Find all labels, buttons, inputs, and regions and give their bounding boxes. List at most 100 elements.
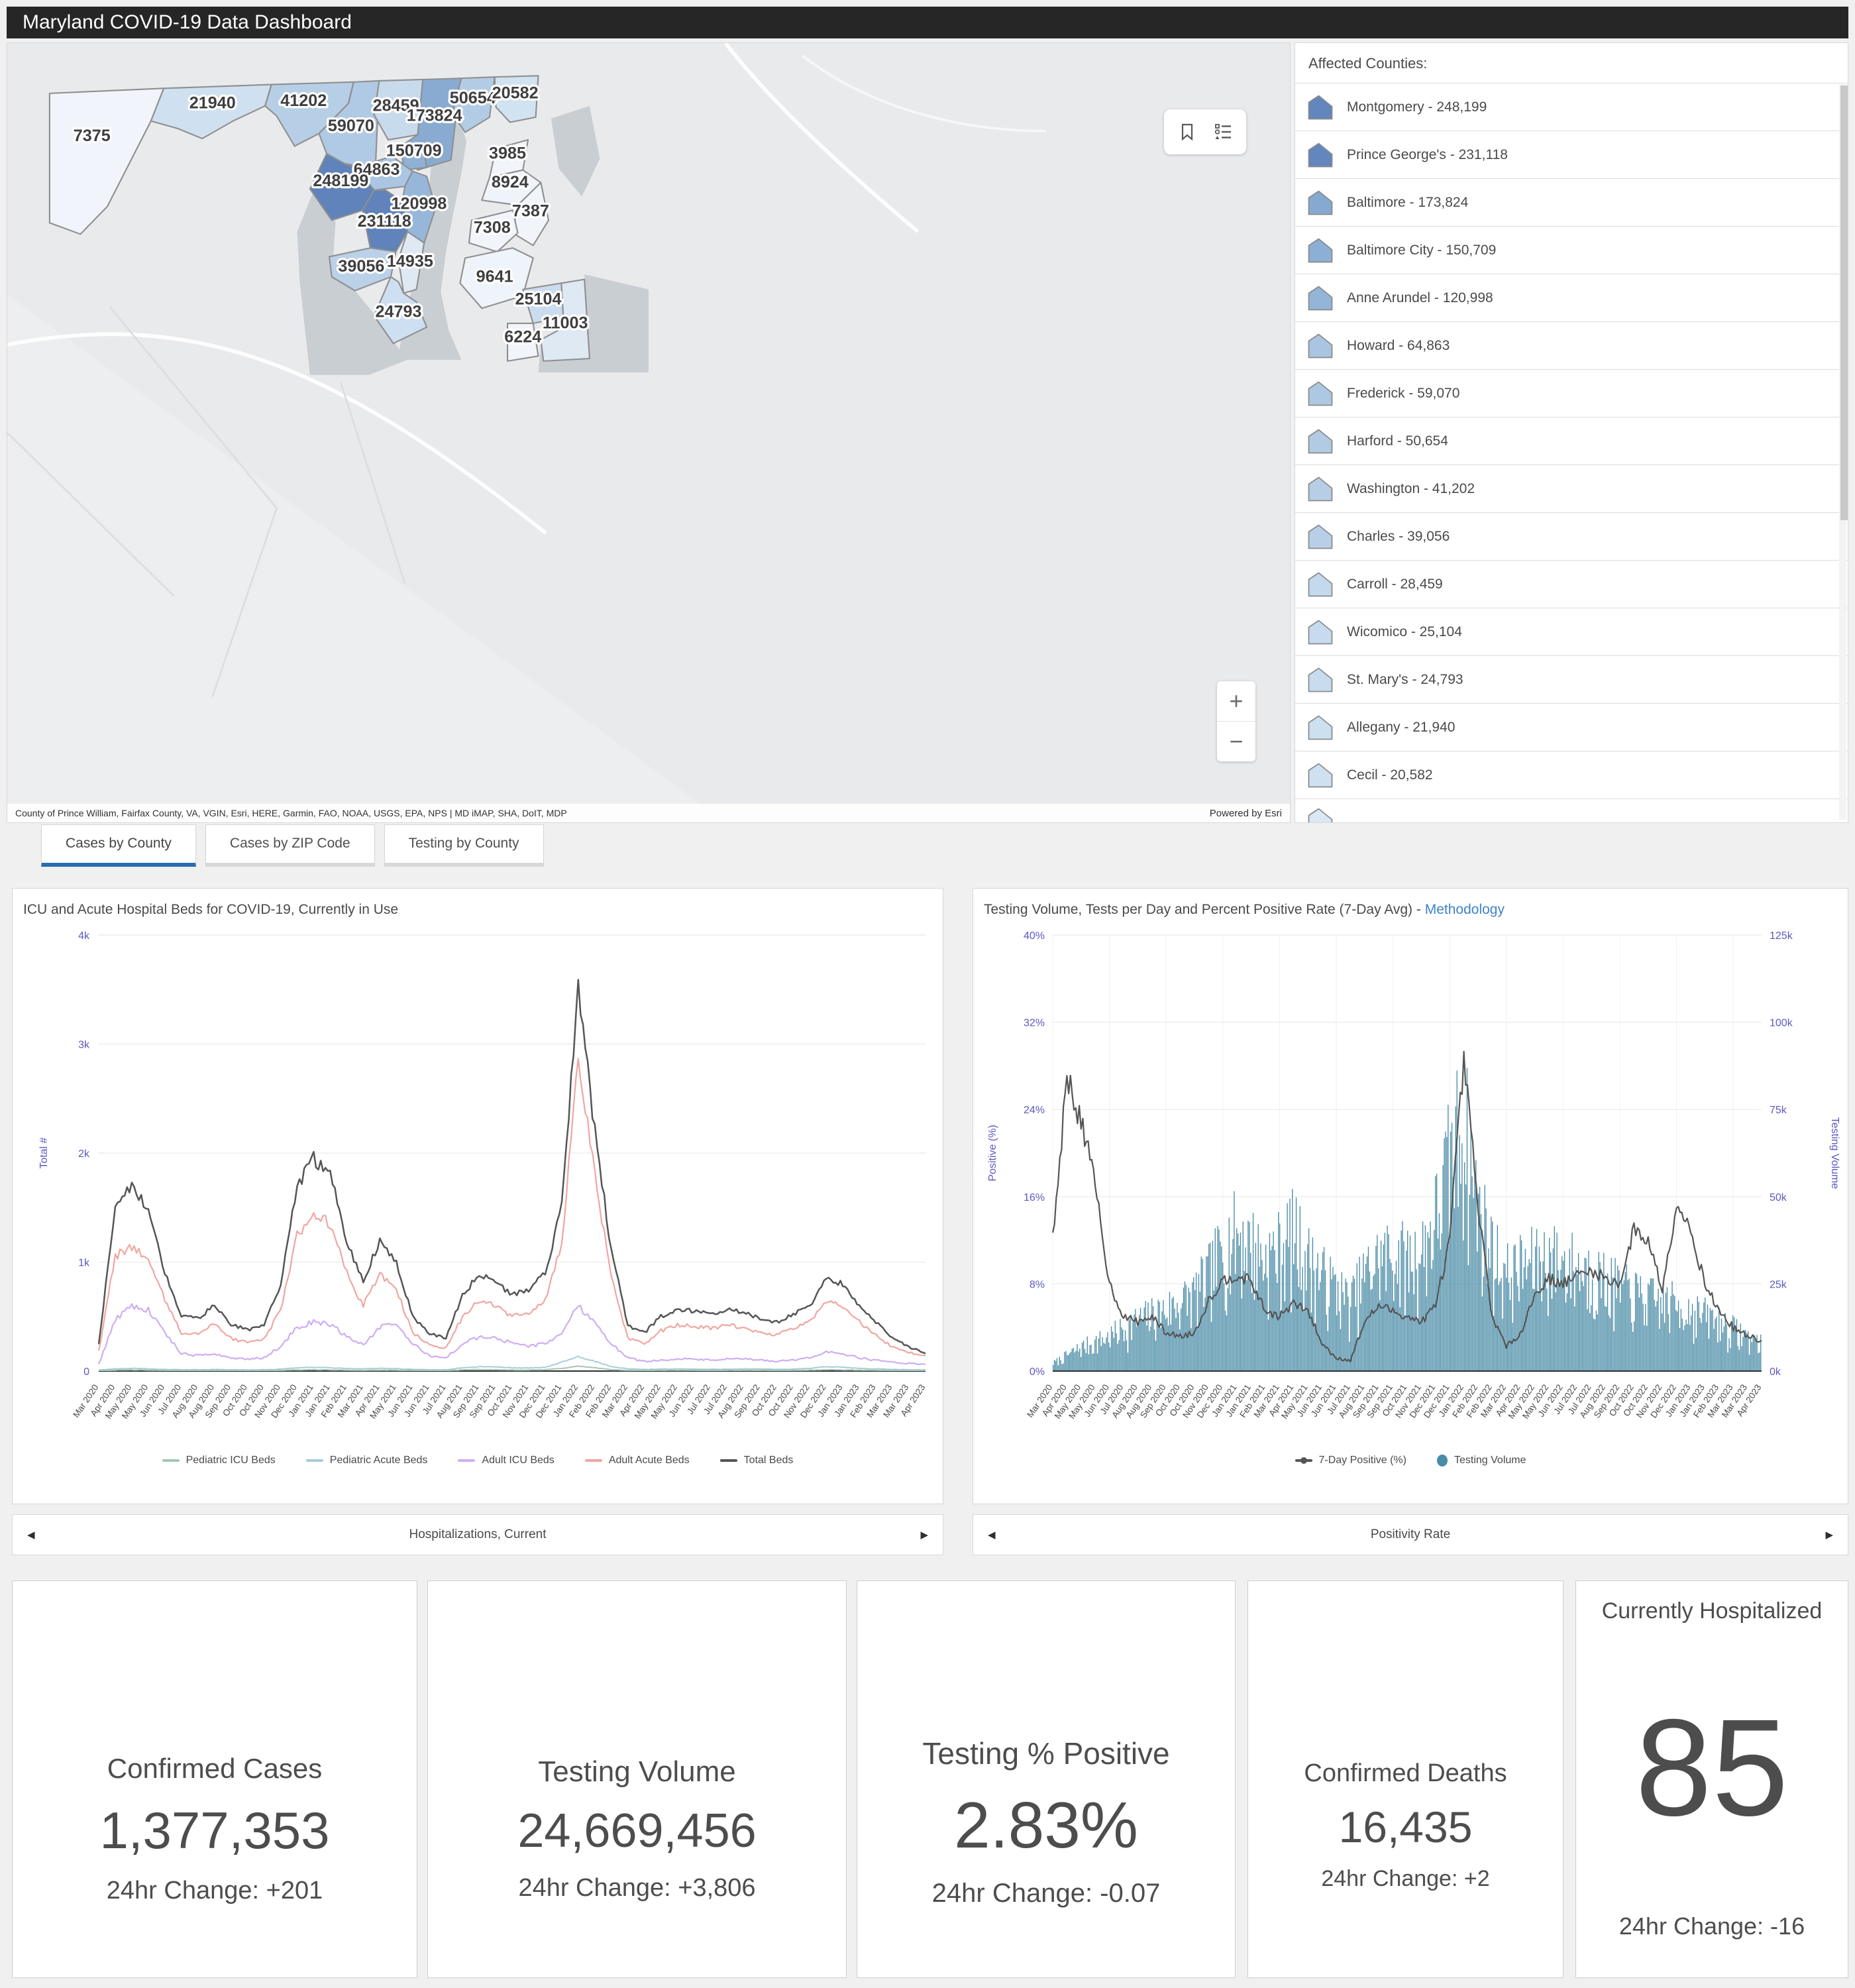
- county-case-label: 6224: [504, 328, 541, 347]
- legend-item-pediatric-icu-beds: Pediatric ICU Beds: [162, 1455, 276, 1466]
- county-shape-icon: [1308, 808, 1333, 822]
- affected-county-row[interactable]: Allegany - 21,940: [1295, 703, 1848, 751]
- svg-text:25k: 25k: [1770, 1279, 1787, 1290]
- affected-county-row[interactable]: Cecil - 20,582: [1295, 751, 1848, 799]
- county-polygon-20582[interactable]: [494, 75, 539, 123]
- bookmark-button[interactable]: [1175, 120, 1199, 144]
- county-polygon-14935[interactable]: [398, 231, 425, 294]
- stat-title: Testing Volume: [538, 1755, 736, 1789]
- affected-counties-list: Montgomery - 248,199 Prince George's - 23…: [1295, 83, 1848, 822]
- county-shape-icon: [1308, 95, 1333, 119]
- affected-county-row[interactable]: Wicomico - 25,104: [1295, 608, 1848, 655]
- tab-testing-by-county[interactable]: Testing by County: [384, 824, 544, 867]
- next-arrow[interactable]: ▶: [920, 1529, 928, 1541]
- methodology-link[interactable]: Methodology: [1424, 902, 1505, 917]
- affected-county-row[interactable]: Harford - 50,654: [1295, 417, 1848, 465]
- county-case-label: 248199: [313, 172, 368, 190]
- affected-counties-panel: Affected Counties: Montgomery - 248,199 P…: [1295, 42, 1848, 823]
- affected-county-row[interactable]: Frederick - 59,070: [1295, 369, 1848, 417]
- stat-card-confirmed-cases: Confirmed Cases 1,377,353 24hr Change: +…: [12, 1580, 417, 1978]
- affected-county-row[interactable]: Montgomery - 248,199: [1295, 83, 1848, 131]
- svg-text:0: 0: [83, 1366, 89, 1378]
- county-case-label: 11003: [543, 314, 588, 333]
- county-polygon-6224[interactable]: [506, 322, 539, 362]
- county-polygon-50654[interactable]: [451, 76, 496, 133]
- legend-item-7-day-positive-: 7-Day Positive (%): [1295, 1455, 1406, 1466]
- county-case-label: 14935: [387, 252, 433, 271]
- svg-text:Positive (%): Positive (%): [987, 1125, 998, 1181]
- county-case-label: 7308: [474, 219, 511, 237]
- svg-text:125k: 125k: [1770, 930, 1793, 942]
- page-title: Maryland COVID-19 Data Dashboard: [23, 11, 352, 33]
- county-polygon-24793[interactable]: [373, 276, 428, 345]
- affected-county-row[interactable]: St. Mary's - 24,793: [1295, 655, 1848, 703]
- county-polygon-150709[interactable]: [400, 142, 428, 171]
- county-list-label: Baltimore - 173,824: [1347, 194, 1469, 210]
- map-canvas[interactable]: 7375 21940 41202 59070 28459 173824 50654 20582…: [7, 42, 1291, 823]
- county-polygon-9641[interactable]: [459, 247, 534, 309]
- testing-chart: 0% 0k 8% 25k 16% 50k 24% 75k 32% 100k 40% 125k Posit…: [987, 930, 1840, 1421]
- affected-county-row[interactable]: Charles - 39,056: [1295, 512, 1848, 560]
- county-polygon-7308[interactable]: [468, 209, 519, 252]
- map-attribution: County of Prince William, Fairfax County…: [7, 804, 1290, 822]
- zoom-in-button[interactable]: +: [1229, 687, 1244, 714]
- divider: [1217, 721, 1255, 722]
- svg-text:4k: 4k: [78, 930, 90, 942]
- county-shape-icon: [1308, 429, 1333, 453]
- affected-county-row[interactable]: Washington - 41,202: [1295, 465, 1848, 512]
- stat-change: 24hr Change: +201: [106, 1876, 323, 1905]
- county-shape-icon: [1308, 620, 1333, 644]
- testing-chart-title: Testing Volume, Tests per Day and Percen…: [984, 902, 1505, 917]
- affected-county-row[interactable]: [1295, 799, 1848, 822]
- prev-arrow[interactable]: ◀: [27, 1529, 35, 1541]
- series-7-day-positive: [1051, 1050, 1762, 1363]
- prev-arrow[interactable]: ◀: [988, 1529, 996, 1541]
- tab-cases-by-county[interactable]: Cases by County: [41, 824, 196, 867]
- county-shape-icon: [1308, 142, 1333, 167]
- stat-title: Confirmed Deaths: [1304, 1759, 1507, 1787]
- affected-county-row[interactable]: Baltimore - 173,824: [1295, 178, 1848, 226]
- scrollbar-thumb[interactable]: [1840, 85, 1848, 520]
- affected-county-row[interactable]: Baltimore City - 150,709: [1295, 226, 1848, 274]
- stat-change: 24hr Change: -0.07: [931, 1879, 1161, 1908]
- county-list-label: Prince George's - 231,118: [1347, 146, 1508, 162]
- county-list-label: St. Mary's - 24,793: [1347, 671, 1463, 687]
- tab-cases-by-zip-code[interactable]: Cases by ZIP Code: [205, 824, 375, 867]
- stat-title: Testing % Positive: [922, 1736, 1170, 1771]
- county-list-label: Charles - 39,056: [1347, 528, 1450, 544]
- county-case-label: 150709: [386, 142, 442, 160]
- affected-county-row[interactable]: Prince George's - 231,118: [1295, 131, 1848, 178]
- series-total-beds: [97, 979, 926, 1354]
- stat-title: Currently Hospitalized: [1601, 1598, 1823, 1624]
- svg-text:8%: 8%: [1030, 1279, 1045, 1290]
- map-zoom-control: + −: [1217, 681, 1255, 761]
- bookmark-icon: [1182, 123, 1193, 141]
- legend-button[interactable]: [1211, 120, 1235, 144]
- hospital-beds-chart-card: ICU and Acute Hospital Beds for COVID-19…: [12, 888, 943, 1504]
- county-list-label: Montgomery - 248,199: [1347, 99, 1487, 115]
- stat-value: 1,377,353: [99, 1800, 330, 1859]
- county-list-label: Washington - 41,202: [1347, 480, 1475, 496]
- svg-text:100k: 100k: [1770, 1018, 1793, 1029]
- affected-county-row[interactable]: Carroll - 28,459: [1295, 560, 1848, 608]
- legend-item-adult-acute-beds: Adult Acute Beds: [584, 1455, 690, 1466]
- county-list-label: Anne Arundel - 120,998: [1347, 290, 1493, 305]
- county-case-label: 24793: [375, 303, 421, 321]
- county-list-label: Baltimore City - 150,709: [1347, 242, 1497, 258]
- county-polygon-28459[interactable]: [373, 78, 424, 141]
- map-toolbar: [1164, 109, 1246, 154]
- county-polygon-11003[interactable]: [540, 278, 591, 362]
- county-case-label: 25104: [515, 290, 562, 309]
- county-list-label: Wicomico - 25,104: [1347, 624, 1462, 639]
- affected-county-row[interactable]: Howard - 64,863: [1295, 321, 1848, 369]
- county-case-label: 50654: [450, 89, 496, 107]
- affected-county-row[interactable]: Anne Arundel - 120,998: [1295, 274, 1848, 321]
- next-arrow[interactable]: ▶: [1825, 1529, 1833, 1541]
- stat-card-confirmed-deaths: Confirmed Deaths 16,435 24hr Change: +2: [1247, 1580, 1564, 1978]
- county-case-label: 21940: [189, 94, 236, 113]
- right-chart-pager: ◀ Positivity Rate ▶: [973, 1514, 1848, 1555]
- svg-text:75k: 75k: [1770, 1105, 1787, 1116]
- zoom-out-button[interactable]: −: [1229, 728, 1244, 755]
